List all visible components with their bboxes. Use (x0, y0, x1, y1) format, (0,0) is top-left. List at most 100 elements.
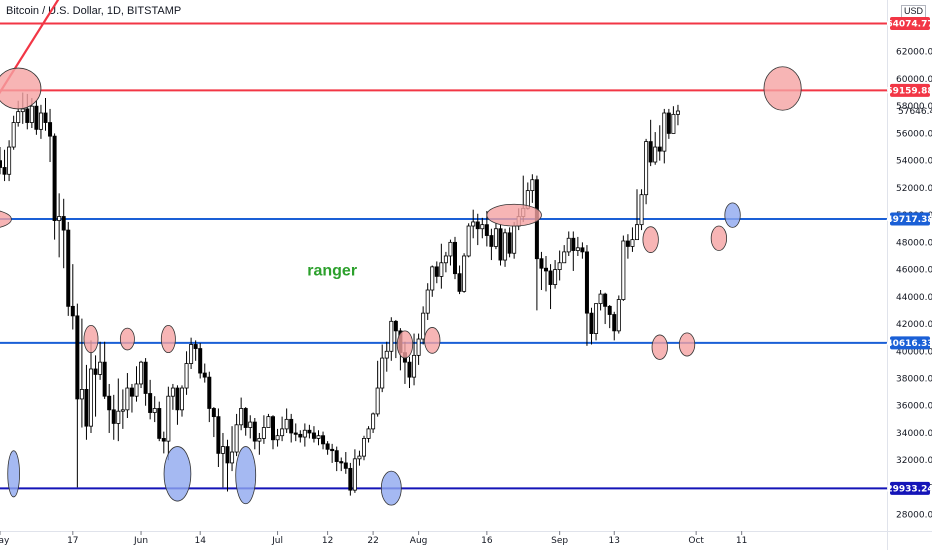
candle-body (443, 255, 448, 264)
candle-body (575, 247, 580, 251)
candle-body (129, 387, 134, 397)
candle-body (507, 232, 512, 254)
candle-body (225, 446, 230, 464)
candle-body (639, 194, 644, 226)
annotation-ellipse (235, 446, 257, 505)
candle-body (89, 368, 94, 427)
candle-body (448, 241, 453, 257)
candle-body (321, 435, 326, 445)
candle-body (143, 361, 148, 394)
price-tick-label: 60000.00 (896, 75, 932, 85)
date-tick-label: Aug (410, 536, 428, 546)
date-tick-label: 17 (67, 536, 78, 546)
annotation-ellipse (163, 446, 192, 502)
candle-body (84, 388, 89, 427)
price-level-tag-text: 64074.77 (886, 19, 932, 29)
candle-body (539, 258, 544, 269)
candle-body (202, 372, 207, 378)
price-level-tag (890, 16, 930, 30)
date-tick-label: 11 (736, 536, 747, 546)
candle-body (152, 408, 157, 413)
candle-body (439, 262, 444, 277)
candle-body (598, 293, 603, 305)
candle-body (325, 443, 330, 450)
candle-body (603, 293, 608, 307)
candle-body (371, 413, 376, 430)
candle-body (261, 427, 266, 439)
candle-body (644, 141, 649, 196)
date-tick-label: 14 (194, 536, 206, 546)
candle-body (339, 461, 344, 464)
candle-body (284, 418, 289, 430)
annotation-ellipse (0, 210, 12, 228)
date-tick-label: Sep (551, 536, 568, 546)
price-level-tag (890, 83, 930, 97)
candle-body (393, 320, 398, 332)
price-tick-label: 62000.00 (896, 48, 932, 58)
last-price-label: 57646.49 (898, 107, 932, 117)
candle-body (330, 448, 335, 452)
candle-body (375, 387, 380, 415)
candle-body (207, 376, 212, 409)
candle-body (348, 467, 353, 491)
price-tick-label: 46000.00 (896, 266, 932, 276)
price-tick-label: 32000.00 (896, 456, 932, 466)
candle-body (38, 112, 43, 130)
plot-area: ranger (0, 0, 887, 506)
candle-body (503, 232, 508, 261)
candle-body (270, 416, 275, 441)
date-tick-label: Oct (688, 536, 704, 546)
annotation-ellipse (424, 327, 441, 354)
candle-body (179, 387, 184, 411)
date-tick-label: May (0, 536, 10, 546)
price-level-tag (890, 212, 930, 226)
candle-body (311, 432, 316, 439)
candle-body (307, 429, 312, 434)
candle-body (648, 141, 653, 163)
candle-body (16, 111, 21, 123)
candle-body (116, 410, 121, 424)
annotation-ranger-text: ranger (307, 263, 357, 280)
candle-body (302, 429, 307, 438)
candle-body (366, 428, 371, 439)
annotation-ellipse (642, 226, 659, 253)
candle-body (293, 432, 298, 435)
candle-body (275, 435, 280, 441)
candle-body (107, 395, 112, 411)
candle-body (471, 221, 476, 227)
candle-body (389, 320, 394, 352)
candle-body (2, 167, 7, 175)
candle-body (61, 216, 66, 231)
candle-body (211, 408, 216, 418)
price-tick-label: 36000.00 (896, 402, 932, 412)
candle-body (198, 348, 203, 374)
candle-body (189, 344, 194, 364)
candle-body (430, 266, 435, 291)
candle-body (484, 224, 489, 236)
price-tick-label: 28000.00 (896, 511, 932, 521)
candle-body (11, 122, 16, 148)
candle-body (566, 237, 571, 253)
candle-body (607, 305, 612, 315)
candle-body (7, 146, 12, 175)
price-tick-label: 34000.00 (896, 429, 932, 439)
candle-body (562, 251, 567, 264)
candle-body (657, 146, 662, 152)
candle-body (157, 408, 162, 439)
candle-body (512, 225, 517, 254)
price-level-tag-text: 49717.38 (886, 215, 932, 225)
candle-body (280, 428, 285, 437)
candle-body (134, 383, 139, 397)
annotation-ellipse (7, 450, 20, 498)
candle-body (557, 262, 562, 270)
candle-body (625, 240, 630, 247)
annotation-ellipse (763, 66, 802, 111)
annotation-ellipse (380, 470, 402, 506)
candle-body (166, 395, 171, 442)
candle-body (252, 421, 257, 442)
candle-body (248, 421, 253, 428)
annotation-ellipse (83, 325, 99, 354)
candle-body (653, 146, 658, 163)
